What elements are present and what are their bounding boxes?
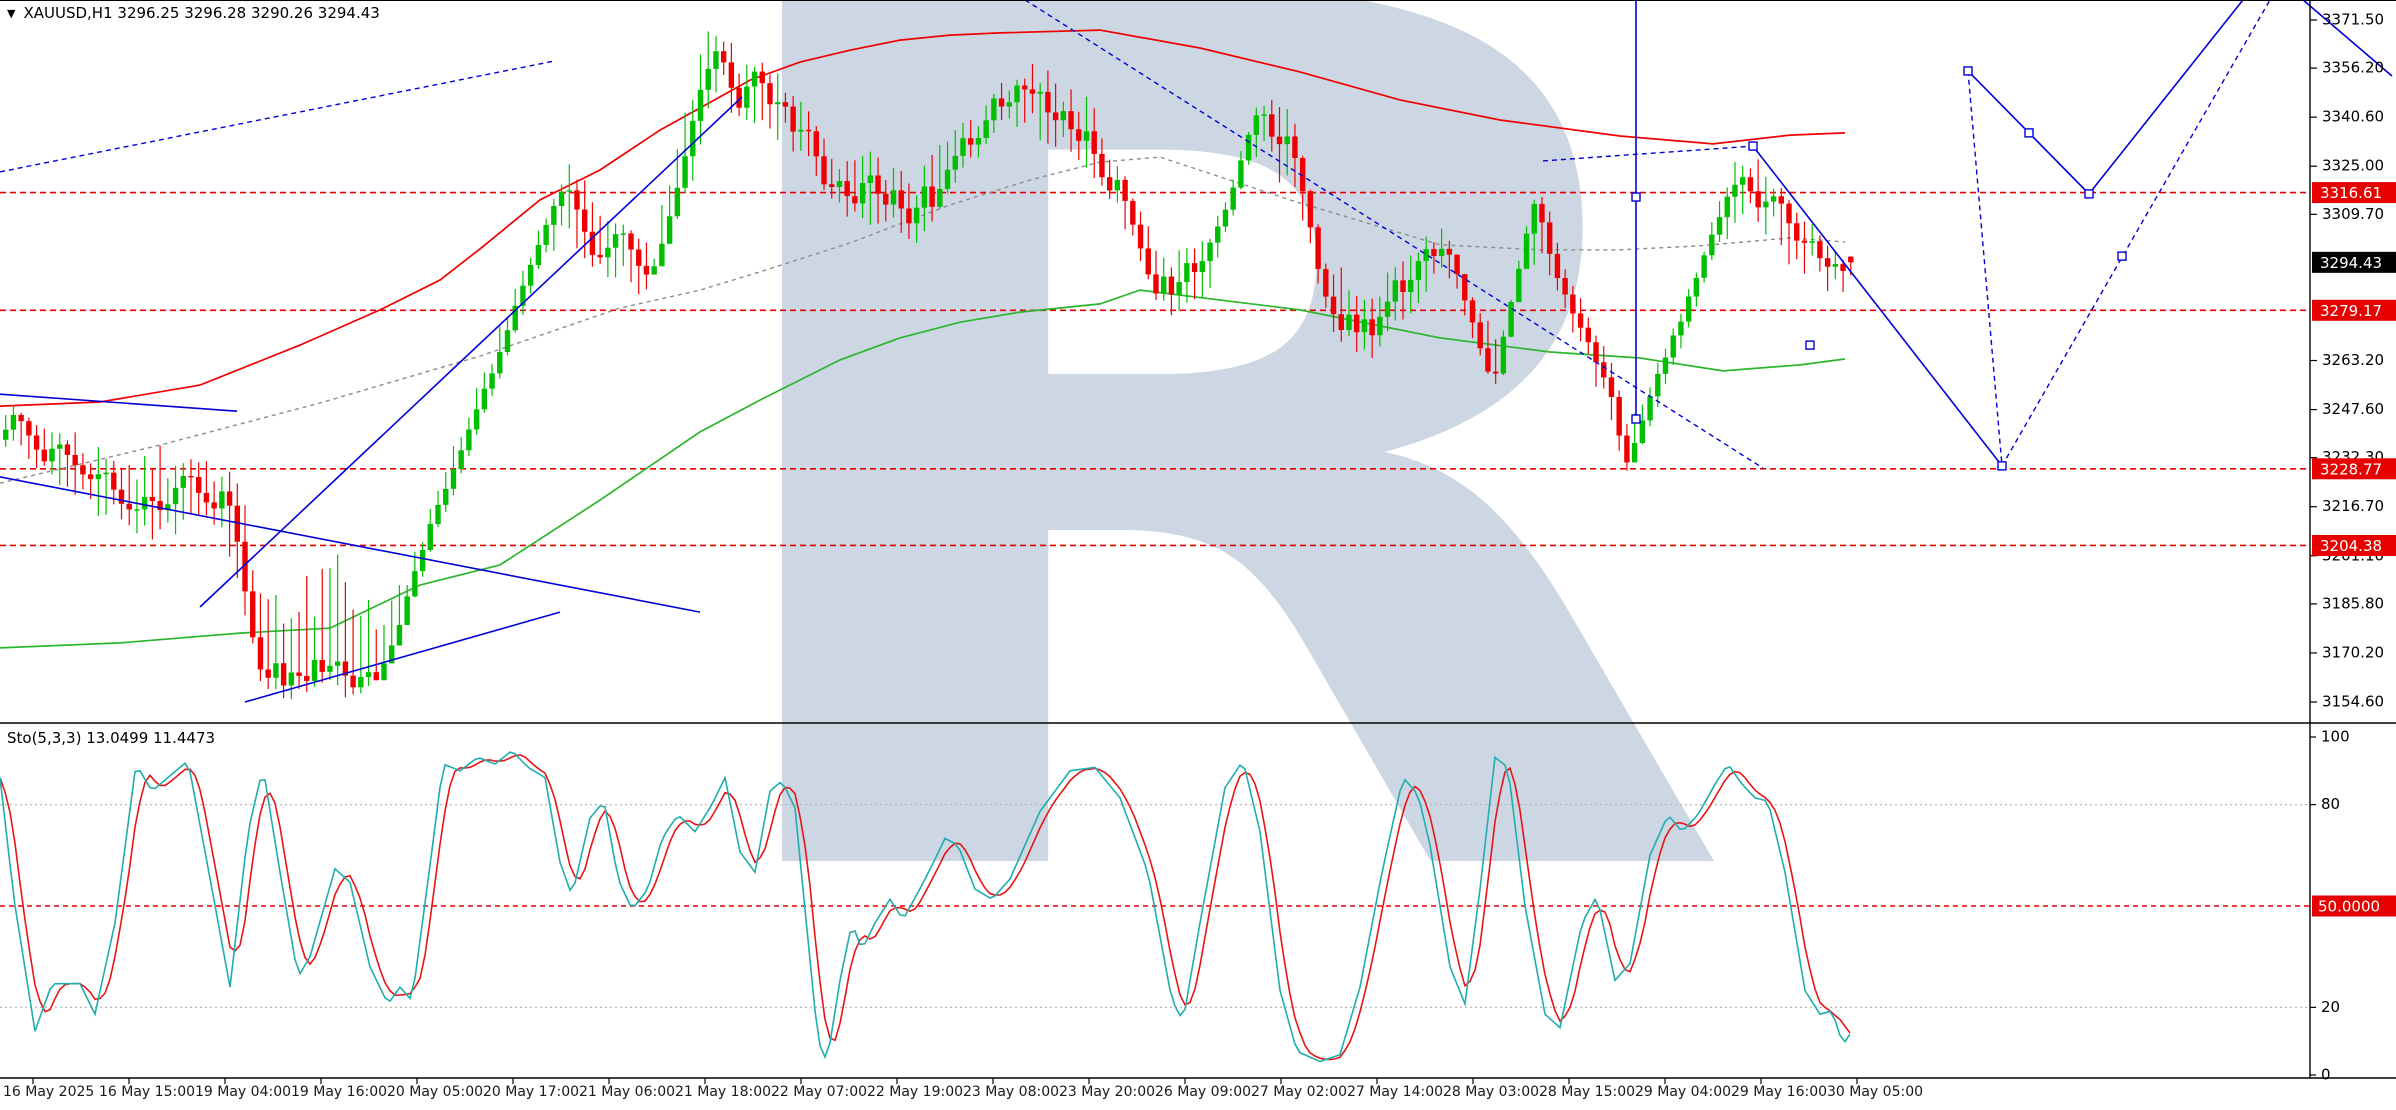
date-label: 29 May 04:00 [1635,1084,1731,1100]
date-label: 29 May 16:00 [1731,1084,1827,1100]
anchor-square [1963,66,1973,76]
trendline [0,476,701,613]
date-label: 21 May 06:00 [579,1084,675,1100]
date-label: 22 May 07:00 [771,1084,867,1100]
price-badge-label: 3279.17 [2320,302,2382,320]
trendline [199,96,743,608]
trendline-dashed [1024,0,1764,469]
date-label: 20 May 05:00 [387,1084,483,1100]
symbol-title-bar[interactable]: ▼ XAUUSD,H1 3296.25 3296.28 3290.26 3294… [7,4,380,22]
anchor-square [2024,128,2034,138]
price-badge [2312,182,2396,204]
price-badge-label: 3316.61 [2320,184,2382,202]
price-tick-label: 3216.70 [2322,497,2384,515]
sto-tick-label: 20 [2321,998,2340,1016]
sto-signal-line [0,754,1851,1061]
trendline [0,393,238,412]
trendline-dashed [1967,70,2003,466]
price-badge-label: 3204.38 [2320,537,2382,555]
anchor-square [2084,189,2094,199]
sto-tick-label: 0 [2321,1066,2331,1084]
ma-gray-dashed-line [0,156,1846,484]
price-tick-label: 3185.80 [2322,594,2384,612]
price-tick-label: 3170.20 [2322,643,2384,661]
sto-tick-label: 100 [2321,728,2350,746]
date-label: 22 May 19:00 [867,1084,963,1100]
price-tick-label: 3154.60 [2322,692,2384,710]
trendline [2302,0,2393,77]
trendline-dashed [0,60,556,173]
trendline [1752,145,2003,467]
anchor-square [1748,141,1758,151]
sto-mid-badge [2312,895,2396,917]
sto-mid-badge-label: 50.0000 [2318,898,2380,916]
price-tick-label: 3340.60 [2322,108,2384,126]
date-label: 27 May 02:00 [1251,1084,1347,1100]
price-badge [2312,458,2396,480]
anchor-square [2117,251,2127,261]
date-label: 30 May 05:00 [1827,1084,1923,1100]
date-label: 19 May 16:00 [291,1084,387,1100]
date-label: 16 May 2025 [3,1084,94,1100]
price-tick-label: 3263.20 [2322,351,2384,369]
symbol-ohlc-text: XAUUSD,H1 3296.25 3296.28 3290.26 3294.4… [23,4,380,22]
date-label: 19 May 04:00 [195,1084,291,1100]
price-badge [2312,534,2396,556]
date-label: 23 May 08:00 [963,1084,1059,1100]
date-label: 26 May 09:00 [1155,1084,1251,1100]
date-label: 20 May 17:00 [483,1084,579,1100]
price-tick-label: 3247.60 [2322,400,2384,418]
price-tick-label: 3309.70 [2322,205,2384,223]
date-label: 28 May 15:00 [1539,1084,1635,1100]
anchor-square [1805,340,1815,350]
candles-series [3,31,1854,700]
chevron-down-icon[interactable]: ▼ [7,6,16,20]
trendline-dashed [1542,145,1754,162]
date-label: 28 May 03:00 [1443,1084,1539,1100]
trendline [244,611,561,703]
price-tick-label: 3325.00 [2322,157,2384,175]
date-label: 23 May 20:00 [1059,1084,1155,1100]
anchor-square [1631,192,1641,202]
price-badge-label: 3294.43 [2320,254,2382,272]
price-tick-label: 3356.20 [2322,59,2384,77]
date-label: 27 May 14:00 [1347,1084,1443,1100]
trendline-dashed [2001,0,2271,467]
trendline [2088,0,2244,195]
anchor-square [1997,461,2007,471]
price-badge-label: 3228.77 [2320,460,2382,478]
date-label: 16 May 15:00 [99,1084,195,1100]
anchor-square [1631,414,1641,424]
ma-red-line [0,29,1846,407]
price-badge [2312,251,2396,273]
price-badge [2312,299,2396,321]
date-label: 21 May 18:00 [675,1084,771,1100]
stochastic-indicator-label: Sto(5,3,3) 13.0499 11.4473 [7,729,216,747]
sto-main-line [0,751,1851,1063]
price-tick-label: 3371.50 [2322,11,2384,29]
sto-tick-label: 80 [2321,795,2340,813]
